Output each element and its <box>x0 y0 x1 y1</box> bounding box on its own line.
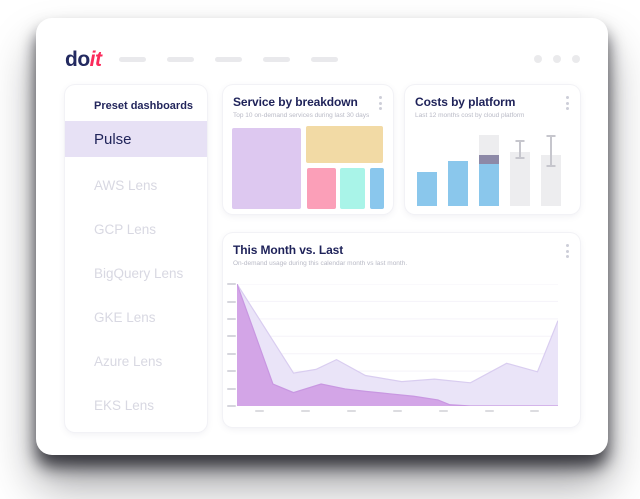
kebab-menu-icon[interactable] <box>376 93 385 113</box>
card-month-vs-last: This Month vs. Last On-demand usage duri… <box>223 233 580 427</box>
window-control-dot[interactable] <box>534 55 542 63</box>
treemap-tile-4 <box>340 168 365 210</box>
kebab-menu-icon[interactable] <box>563 241 572 261</box>
card-costs-platform: Costs by platform Last 12 months cost by… <box>405 85 580 214</box>
y-axis-tick <box>227 352 236 355</box>
nav-link-placeholder[interactable] <box>119 56 147 62</box>
doit-logo[interactable]: doit <box>65 47 102 71</box>
area-chart <box>227 283 558 408</box>
error-bar-icon <box>515 139 525 159</box>
treemap-tile-2 <box>306 126 384 164</box>
sidebar-item-pulse[interactable]: Pulse <box>65 121 207 157</box>
sidebar-item-gke-lens[interactable]: GKE Lens <box>94 309 156 325</box>
bar-4 <box>510 131 530 207</box>
logo-text-do: do <box>65 47 90 71</box>
card-title: Costs by platform <box>415 95 516 109</box>
bar-2 <box>448 131 468 207</box>
nav-link-placeholder[interactable] <box>215 56 243 62</box>
bar-3-segment-2 <box>479 155 499 165</box>
area-series-this-month <box>237 284 558 407</box>
error-bar-icon <box>546 135 556 168</box>
window-control-dot[interactable] <box>553 55 561 63</box>
bar-5 <box>541 131 561 207</box>
logo-text-it: it <box>89 47 102 71</box>
area-series-line-last-month <box>237 284 558 383</box>
sidebar-item-eks-lens[interactable]: EKS Lens <box>94 397 155 413</box>
dashboard-content: Preset dashboards Pulse AWS Lens GCP Lens B… <box>36 74 608 432</box>
y-axis-tick <box>227 283 236 286</box>
bar-1-segment-1 <box>417 172 437 207</box>
app-header: doit <box>36 18 608 74</box>
card-service-breakdown: Service by breakdown Top 10 on-demand se… <box>223 85 393 214</box>
sidebar-item-bigquery-lens[interactable]: BigQuery Lens <box>94 265 184 281</box>
treemap-tile-3 <box>306 168 337 210</box>
sidebar-item-azure-lens[interactable]: Azure Lens <box>94 353 163 369</box>
bar-3-segment-1 <box>479 164 499 207</box>
y-axis-tick <box>227 405 236 408</box>
nav-link-placeholder[interactable] <box>263 56 291 62</box>
y-axis-tick <box>227 370 236 373</box>
treemap-tile-1 <box>232 128 302 210</box>
bar-3-segment-3 <box>479 134 499 156</box>
bar-1 <box>417 131 437 207</box>
card-subtitle: Top 10 on-demand services during last 30… <box>233 112 370 120</box>
area-series-line-this-month <box>237 284 558 406</box>
kebab-menu-icon[interactable] <box>563 93 572 113</box>
y-axis-tick <box>227 387 236 390</box>
nav-link-placeholder[interactable] <box>167 56 195 62</box>
top-card-row: Service by breakdown Top 10 on-demand se… <box>223 85 580 214</box>
x-axis-tick <box>301 410 311 413</box>
main-panel: Service by breakdown Top 10 on-demand se… <box>223 85 580 432</box>
sidebar: Preset dashboards Pulse AWS Lens GCP Lens B… <box>65 85 207 432</box>
card-header: Service by breakdown Top 10 on-demand se… <box>223 85 393 120</box>
y-axis-tick <box>227 318 236 321</box>
y-axis-ticks <box>227 283 237 408</box>
card-title: Service by breakdown <box>233 95 358 109</box>
sidebar-item-gcp-lens[interactable]: GCP Lens <box>94 221 157 237</box>
treemap-chart <box>232 126 384 210</box>
card-header: Costs by platform Last 12 months cost by… <box>405 85 580 120</box>
window-control-dot[interactable] <box>572 55 580 63</box>
x-axis-tick <box>392 410 402 413</box>
card-subtitle: Last 12 months cost by cloud platform <box>415 112 525 120</box>
x-axis-ticks <box>237 410 558 413</box>
y-axis-tick <box>227 300 236 303</box>
app-window: doit Preset dashboards Pulse AWS Lens GCP … <box>36 18 608 455</box>
bar-chart <box>417 131 570 207</box>
y-axis-tick <box>227 335 236 338</box>
card-header: This Month vs. Last On-demand usage duri… <box>223 233 580 268</box>
x-axis-tick <box>347 410 357 413</box>
area-chart-svg <box>237 284 558 407</box>
area-series-last-month <box>237 284 558 407</box>
bar-2-segment-1 <box>448 161 468 207</box>
x-axis-tick <box>484 410 494 413</box>
bar-5-segment-1 <box>541 155 561 207</box>
x-axis-tick <box>530 410 540 413</box>
bar-3 <box>479 131 499 207</box>
nav-link-placeholder[interactable] <box>311 56 339 62</box>
sidebar-list: Pulse AWS Lens GCP Lens BigQuery Lens GKE Le… <box>65 121 207 427</box>
x-axis-tick <box>438 410 448 413</box>
nav-placeholder <box>119 56 339 62</box>
sidebar-item-aws-lens[interactable]: AWS Lens <box>94 177 158 193</box>
x-axis-tick <box>255 410 265 413</box>
treemap-tile-5 <box>369 168 384 210</box>
window-controls <box>534 55 580 63</box>
sidebar-title: Preset dashboards <box>94 100 194 112</box>
card-subtitle: On-demand usage during this calendar mon… <box>233 260 408 268</box>
card-title: This Month vs. Last <box>233 243 344 257</box>
bar-4-segment-1 <box>510 152 530 207</box>
